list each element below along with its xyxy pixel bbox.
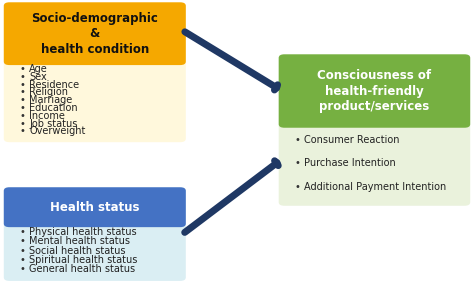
Bar [9, 212, 180, 224]
Text: •: • [20, 95, 26, 105]
Text: Residence: Residence [29, 79, 80, 90]
Text: •: • [295, 182, 301, 192]
Text: •: • [20, 126, 26, 136]
FancyBboxPatch shape [279, 54, 470, 128]
Text: •: • [20, 236, 26, 246]
Text: Education: Education [29, 103, 78, 113]
FancyBboxPatch shape [4, 2, 186, 142]
Text: Consumer Reaction: Consumer Reaction [304, 135, 400, 144]
Text: Socio-demographic
&
health condition: Socio-demographic & health condition [31, 12, 158, 56]
Text: •: • [20, 264, 26, 274]
FancyBboxPatch shape [4, 2, 186, 65]
Text: Marriage: Marriage [29, 95, 73, 105]
FancyBboxPatch shape [279, 54, 470, 206]
Text: Sex: Sex [29, 72, 47, 82]
Text: •: • [20, 103, 26, 113]
Text: Spiritual health status: Spiritual health status [29, 255, 138, 265]
Text: •: • [20, 72, 26, 82]
Text: General health status: General health status [29, 264, 136, 274]
Text: Purchase Intention: Purchase Intention [304, 158, 396, 168]
Text: Age: Age [29, 64, 48, 74]
Text: •: • [20, 64, 26, 74]
Text: •: • [20, 246, 26, 255]
FancyBboxPatch shape [4, 187, 186, 281]
Text: •: • [295, 135, 301, 144]
Text: Consciousness of
health-friendly
product/services: Consciousness of health-friendly product… [318, 69, 431, 113]
Text: Health status: Health status [50, 201, 139, 214]
Text: •: • [20, 227, 26, 237]
Text: Income: Income [29, 111, 65, 121]
Text: •: • [20, 79, 26, 90]
Bar [284, 101, 465, 124]
Text: •: • [20, 111, 26, 121]
Bar [9, 42, 180, 62]
Text: •: • [20, 87, 26, 97]
Text: Physical health status: Physical health status [29, 227, 137, 237]
Text: Job status: Job status [29, 118, 78, 129]
Text: Additional Payment Intention: Additional Payment Intention [304, 182, 447, 192]
FancyBboxPatch shape [4, 187, 186, 227]
Text: Mental health status: Mental health status [29, 236, 130, 246]
Text: •: • [20, 255, 26, 265]
Text: Social health status: Social health status [29, 246, 126, 255]
Text: Overweight: Overweight [29, 126, 86, 136]
Text: •: • [20, 118, 26, 129]
Text: •: • [295, 158, 301, 168]
Text: Religion: Religion [29, 87, 68, 97]
